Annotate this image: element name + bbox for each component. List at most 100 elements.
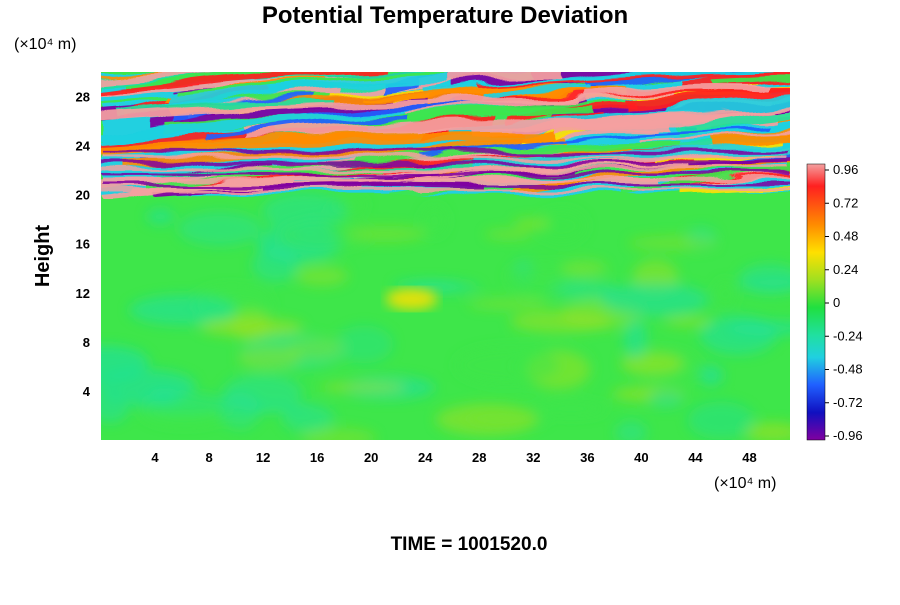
- band-streak: [101, 177, 790, 181]
- field-blob: [623, 318, 648, 359]
- x-tick-label: 48: [742, 450, 756, 465]
- band-stripe: [714, 74, 790, 85]
- band-stripe: [418, 126, 770, 158]
- field-blob: [513, 218, 551, 229]
- x-tick-label: 24: [418, 450, 433, 465]
- field-blob: [509, 309, 612, 333]
- x-tick-label: 32: [526, 450, 540, 465]
- y-tick-label: 16: [76, 237, 90, 252]
- field-blob: [744, 422, 790, 440]
- x-tick-label: 12: [256, 450, 270, 465]
- band-streak: [101, 150, 790, 154]
- band-stripe: [374, 136, 564, 165]
- lower-field: [101, 191, 790, 440]
- field-blob: [699, 315, 777, 355]
- field-blob: [455, 346, 560, 385]
- field-blob: [648, 389, 683, 408]
- field-blob: [435, 403, 538, 436]
- field-blob: [178, 211, 262, 246]
- field-blob: [287, 337, 346, 360]
- band-stripe: [505, 102, 636, 124]
- field-blob: [101, 369, 196, 403]
- band-stripe: [114, 99, 335, 118]
- band-stripe: [423, 109, 625, 137]
- band-stripe: [644, 131, 790, 141]
- band-streak: [101, 155, 790, 159]
- field-blob: [468, 298, 548, 310]
- band-stripe: [264, 101, 483, 129]
- field-blob: [628, 235, 718, 251]
- time-label: TIME = 1001520.0: [391, 534, 548, 555]
- field-blob: [517, 284, 566, 297]
- x-tick-label: 8: [205, 450, 212, 465]
- field-blob: [146, 208, 175, 225]
- band-stripe: [481, 84, 592, 102]
- band-streak: [101, 161, 790, 165]
- field-blob: [714, 279, 737, 309]
- colorbar-tick-label: -0.96: [833, 428, 863, 443]
- y-axis-title: Height: [32, 225, 54, 288]
- colorbar: 0.96 0.72 0.48 0.24 0 -0.24 -0.48 -0.72 -0.96: [806, 162, 863, 443]
- colorbar-tick-label: 0.48: [833, 229, 858, 244]
- field-blob: [222, 374, 303, 412]
- y-axis-unit: (×10⁴ m): [14, 36, 76, 53]
- colorbar-tick-label: 0.72: [833, 195, 858, 210]
- field-blob: [422, 205, 447, 237]
- band-stripe: [145, 166, 383, 190]
- turbulent-band: [101, 72, 790, 199]
- x-tick-label: 4: [151, 450, 159, 465]
- band-stripe: [352, 140, 679, 165]
- band-stripe: [391, 163, 689, 176]
- band-streak: [101, 188, 790, 192]
- field-blob: [546, 280, 619, 300]
- band-stripe: [101, 97, 578, 120]
- x-axis-ticks: 4 8 12 16 20 24 28 32 36 40 44 48: [151, 450, 756, 465]
- band-stripe: [171, 72, 449, 106]
- warm-spot-ellipse: [385, 287, 438, 310]
- colorbar-tick-label: -0.48: [833, 362, 863, 377]
- band-stripe: [243, 119, 672, 139]
- x-tick-label: 36: [580, 450, 594, 465]
- band-stripe: [710, 134, 790, 149]
- band-stripe: [273, 105, 592, 135]
- band-stripe: [405, 88, 678, 120]
- y-tick-label: 4: [83, 384, 91, 399]
- field-blob: [538, 209, 586, 243]
- field-blob: [484, 230, 533, 239]
- band-stripe: [480, 72, 790, 89]
- x-tick-label: 16: [310, 450, 324, 465]
- field-blob: [600, 283, 709, 317]
- field-blob: [346, 225, 426, 243]
- field-blob: [664, 317, 714, 326]
- plot-area: [101, 72, 790, 440]
- field-blob: [278, 219, 369, 250]
- x-tick-label: 20: [364, 450, 378, 465]
- x-axis-unit: (×10⁴ m): [714, 475, 776, 492]
- y-tick-label: 20: [76, 188, 90, 203]
- band-stripe: [418, 72, 563, 88]
- x-tick-label: 40: [634, 450, 648, 465]
- x-tick-label: 28: [472, 450, 486, 465]
- field-blob: [535, 401, 607, 417]
- field-blob: [561, 260, 608, 277]
- y-tick-label: 8: [83, 335, 90, 350]
- chart-title: Potential Temperature Deviation: [262, 2, 628, 29]
- colorbar-tick-label: -0.24: [833, 328, 863, 343]
- y-tick-label: 24: [76, 139, 91, 154]
- band-stripe: [625, 86, 790, 112]
- y-axis-ticks: 4 8 12 16 20 24 28: [76, 90, 91, 399]
- band-streak: [101, 183, 790, 187]
- colorbar-ticks: 0.96 0.72 0.48 0.24 0 -0.24 -0.48 -0.72 -0.96: [825, 162, 863, 443]
- field-blob: [335, 325, 394, 364]
- band-streak: [101, 166, 790, 170]
- colorbar-tick-label: 0: [833, 295, 840, 310]
- band-stripe: [101, 111, 411, 142]
- field-blob: [238, 345, 302, 370]
- colorbar-tick-label: 0.96: [833, 162, 858, 177]
- band-stripe: [684, 105, 790, 123]
- colorbar-gradient: [806, 163, 826, 441]
- band-stripe: [122, 150, 444, 168]
- band-stripe: [101, 72, 357, 96]
- field-blob: [129, 294, 237, 326]
